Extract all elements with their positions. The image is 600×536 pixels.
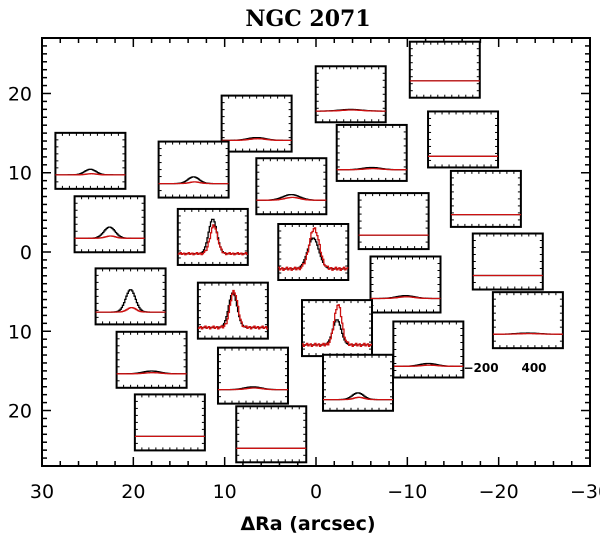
panel-frame (322, 353, 395, 412)
spectrum-panel (427, 110, 500, 169)
panel-frame (369, 255, 442, 314)
y-tick-label: 10 (8, 321, 32, 343)
spectrum-red (323, 396, 393, 401)
tick-labels: 30 20 10 0 −10 −20 −30 20 10 0 10 20 (8, 83, 600, 503)
spectrum-panel (322, 353, 395, 412)
panel-frame (392, 320, 465, 379)
spectrum-red (177, 224, 248, 256)
spectrum-red (336, 167, 407, 171)
spectrum-panel (408, 40, 481, 99)
x-tick-label: −30 (570, 481, 600, 503)
spectrum-panel (314, 65, 387, 124)
chart-title: NGC 2071 (245, 6, 370, 32)
spectrum-red (393, 364, 464, 367)
spectrum-red (256, 196, 327, 201)
spectrum-panel (133, 393, 206, 452)
panel-frame (220, 94, 293, 153)
spectrum-red (218, 387, 288, 391)
spectrum-panel (255, 157, 328, 216)
panel-frame (73, 195, 146, 254)
y-tick-label: 20 (8, 401, 32, 423)
spectrum-panel (335, 123, 408, 182)
x-axis-label: ΔRa (arcsec) (240, 513, 375, 535)
spectrum-panel (277, 223, 350, 281)
panel-frame (176, 207, 249, 266)
spectrum-panel (357, 192, 430, 251)
panel-frame (408, 40, 481, 99)
panel-frame (277, 223, 350, 281)
panel-frame (235, 405, 308, 464)
panel-frame (157, 140, 230, 199)
spectrum-panel (491, 291, 564, 350)
panel-frame (449, 169, 522, 228)
x-tick-label: −20 (479, 481, 519, 503)
spectrum-panel (301, 299, 374, 358)
spectrum-red (370, 296, 441, 300)
x-tick-label: 0 (310, 481, 322, 503)
panel-frame (314, 65, 387, 124)
spectrum-red (197, 289, 268, 330)
panel-frame (255, 157, 328, 216)
spectrum-panel (157, 140, 230, 199)
panel-frame (54, 131, 127, 190)
spectrum-panel (176, 207, 249, 266)
spectrum-panel (369, 255, 442, 314)
panel-frame (357, 192, 430, 251)
x-tick-label: 30 (30, 481, 54, 503)
spectrum-panel (216, 346, 289, 405)
spectrum-panel (94, 267, 167, 326)
spectrum-panel (471, 232, 544, 291)
x-tick-label: 20 (121, 481, 145, 503)
axes-frame (41, 37, 591, 467)
x-tick-label: −10 (387, 481, 427, 503)
y-tick-label: 10 (8, 163, 32, 185)
spectrum-red (116, 372, 187, 375)
panel-frame (133, 393, 206, 452)
spectra-panels (54, 40, 564, 464)
panel-frame (216, 346, 289, 405)
spectrum-panel (392, 320, 465, 379)
panel-frame (335, 123, 408, 182)
spectrum-red (55, 173, 126, 176)
spectrum-red (221, 138, 292, 142)
panel-frame (471, 232, 544, 291)
panel-frame (491, 291, 564, 350)
y-tick-label: 0 (20, 242, 32, 264)
spectrum-red (95, 306, 166, 313)
x-tick-label: 10 (213, 481, 237, 503)
spectrum-panel (196, 281, 269, 340)
spectrum-red (315, 109, 386, 112)
panel-frame (94, 267, 167, 326)
spectrum-red (74, 235, 145, 239)
spectrum-panel (449, 169, 522, 228)
inset-tick-label-high: 400 (521, 361, 546, 375)
spectrum-panel (115, 330, 188, 389)
spectrum-panel (54, 131, 127, 190)
spectrum-panel (73, 195, 146, 254)
spectrum-panel (235, 405, 308, 464)
panel-frame (115, 330, 188, 389)
y-tick-label: 20 (8, 83, 32, 105)
spectrum-red (158, 181, 229, 185)
spectrum-red (278, 227, 349, 271)
spectrum-red (492, 332, 563, 335)
spectrum-panel (220, 94, 293, 153)
spectrum-red (302, 304, 372, 347)
inset-tick-label-low: −200 (463, 361, 498, 375)
panel-frame (427, 110, 500, 169)
